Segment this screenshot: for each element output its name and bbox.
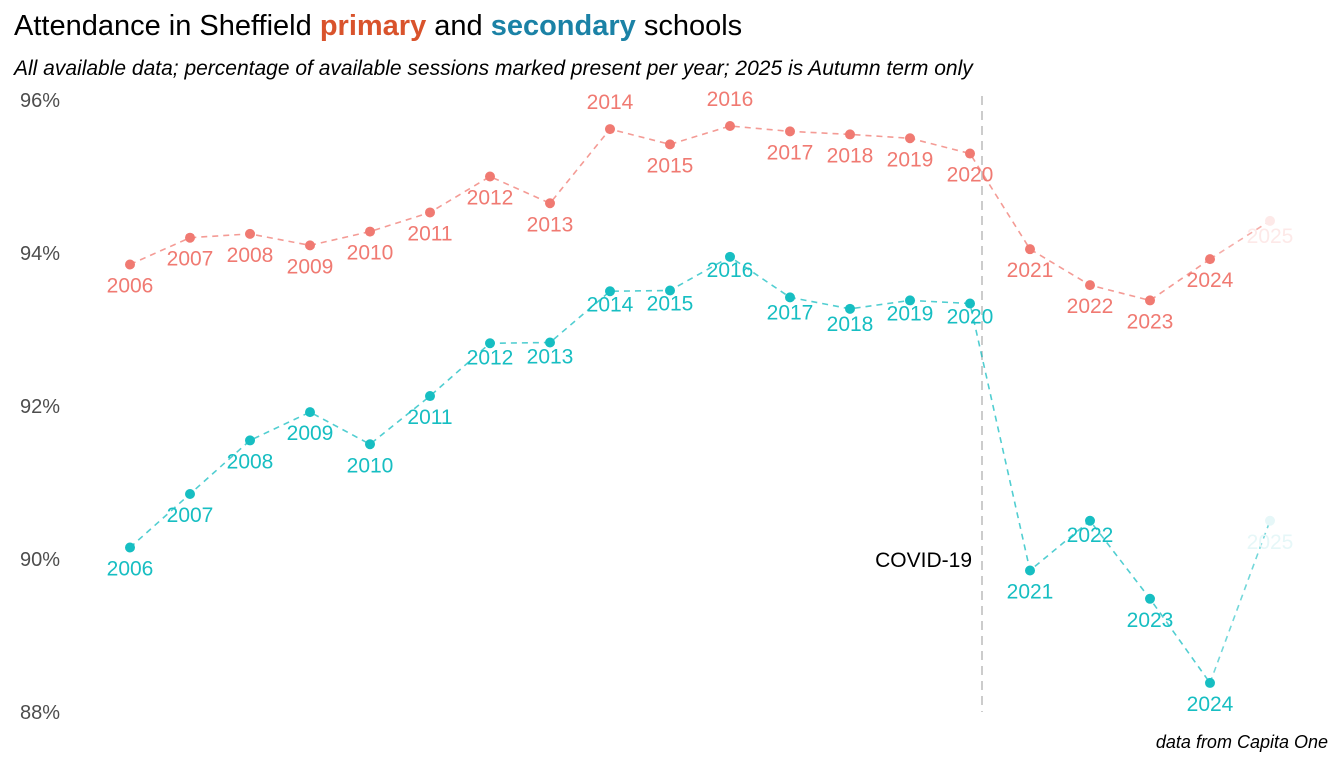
primary-label-2017: 2017: [767, 141, 814, 164]
secondary-label-2023: 2023: [1127, 609, 1174, 632]
secondary-label-2015: 2015: [647, 292, 694, 315]
primary-point-2018: [845, 129, 855, 140]
secondary-label-2006: 2006: [107, 558, 154, 581]
primary-label-2012: 2012: [467, 187, 514, 210]
primary-label-2013: 2013: [527, 213, 574, 236]
y-tick-label: 96%: [20, 90, 60, 112]
primary-label-2006: 2006: [107, 274, 154, 297]
primary-point-2019: [905, 133, 915, 144]
secondary-series-line: [129, 255, 1211, 684]
primary-label-2009: 2009: [287, 255, 334, 278]
primary-point-2017: [785, 126, 795, 137]
secondary-label-2019: 2019: [887, 302, 934, 325]
primary-point-2016: [725, 121, 735, 132]
primary-label-2007: 2007: [167, 248, 214, 271]
secondary-label-2025: 2025: [1247, 531, 1294, 554]
primary-point-2020: [965, 148, 975, 159]
title-primary-word: primary: [319, 10, 427, 42]
secondary-label-2020: 2020: [947, 305, 994, 328]
primary-point-2006: [125, 259, 135, 270]
secondary-series-line-partial-year: [1209, 520, 1271, 684]
secondary-point-2010: [365, 439, 375, 450]
primary-label-2021: 2021: [1007, 259, 1054, 282]
y-tick-label: 88%: [20, 702, 60, 724]
secondary-point-2013: [545, 337, 555, 348]
secondary-label-2010: 2010: [347, 454, 394, 477]
secondary-label-2012: 2012: [467, 346, 514, 369]
primary-point-2011: [425, 207, 435, 218]
secondary-point-2007: [185, 488, 195, 499]
chart-subtitle: All available data; percentage of availa…: [14, 57, 973, 80]
secondary-point-2022: [1085, 515, 1095, 526]
secondary-point-2008: [245, 435, 255, 446]
secondary-label-2013: 2013: [527, 346, 574, 369]
secondary-label-2018: 2018: [827, 313, 874, 336]
primary-label-2024: 2024: [1187, 269, 1234, 292]
title-secondary-word: secondary: [490, 10, 636, 42]
primary-point-2021: [1025, 244, 1035, 255]
primary-point-2022: [1085, 280, 1095, 291]
primary-label-2016: 2016: [707, 88, 754, 111]
primary-point-2025: [1265, 215, 1275, 226]
title-prefix: Attendance in Sheffield: [14, 10, 320, 42]
primary-point-2012: [485, 171, 495, 182]
secondary-point-2021: [1025, 565, 1035, 576]
primary-label-2019: 2019: [887, 148, 934, 171]
primary-point-2009: [305, 240, 315, 251]
primary-label-2020: 2020: [947, 164, 994, 187]
secondary-point-2020: [965, 298, 975, 309]
primary-label-2008: 2008: [227, 244, 274, 267]
secondary-point-2018: [845, 303, 855, 314]
primary-label-2018: 2018: [827, 144, 874, 167]
primary-point-2014: [605, 124, 615, 135]
primary-label-2014: 2014: [587, 91, 634, 114]
primary-series-line-partial-year: [1209, 220, 1271, 260]
primary-point-2010: [365, 226, 375, 237]
secondary-point-2023: [1145, 593, 1155, 604]
primary-label-2025: 2025: [1247, 225, 1294, 248]
secondary-point-2014: [605, 286, 615, 297]
secondary-point-2016: [725, 251, 735, 262]
secondary-point-2015: [665, 285, 675, 296]
title-suffix: schools: [635, 10, 743, 42]
y-tick-label: 94%: [20, 243, 60, 265]
y-tick-label: 90%: [20, 549, 60, 571]
secondary-point-2012: [485, 338, 495, 349]
y-tick-label: 92%: [20, 396, 60, 418]
secondary-point-2017: [785, 292, 795, 303]
chart-title: Attendance in Sheffield primary and seco…: [14, 10, 742, 43]
secondary-point-2011: [425, 391, 435, 402]
primary-label-2010: 2010: [347, 242, 394, 265]
secondary-label-2008: 2008: [227, 450, 274, 473]
primary-label-2023: 2023: [1127, 310, 1174, 333]
primary-point-2013: [545, 198, 555, 209]
source-caption: data from Capita One: [1155, 732, 1328, 752]
secondary-point-2019: [905, 295, 915, 306]
primary-label-2011: 2011: [407, 222, 452, 245]
covid-annotation-label: COVID-19: [875, 549, 972, 572]
primary-point-2024: [1205, 254, 1215, 265]
secondary-label-2009: 2009: [287, 422, 334, 445]
primary-point-2007: [185, 232, 195, 243]
secondary-label-2022: 2022: [1067, 524, 1114, 547]
primary-label-2022: 2022: [1067, 295, 1114, 318]
primary-point-2008: [245, 228, 255, 239]
secondary-point-2009: [305, 407, 315, 418]
primary-point-2023: [1145, 295, 1155, 306]
primary-point-2015: [665, 139, 675, 150]
secondary-label-2016: 2016: [707, 259, 754, 282]
secondary-label-2014: 2014: [587, 293, 634, 316]
secondary-point-2025: [1265, 515, 1275, 526]
secondary-label-2011: 2011: [407, 406, 452, 429]
secondary-label-2021: 2021: [1007, 580, 1054, 603]
secondary-point-2024: [1205, 677, 1215, 688]
secondary-point-2006: [125, 542, 135, 553]
secondary-label-2007: 2007: [167, 504, 214, 527]
title-middle: and: [426, 10, 491, 42]
primary-label-2015: 2015: [647, 154, 694, 177]
secondary-label-2024: 2024: [1187, 693, 1234, 716]
secondary-label-2017: 2017: [767, 301, 814, 324]
